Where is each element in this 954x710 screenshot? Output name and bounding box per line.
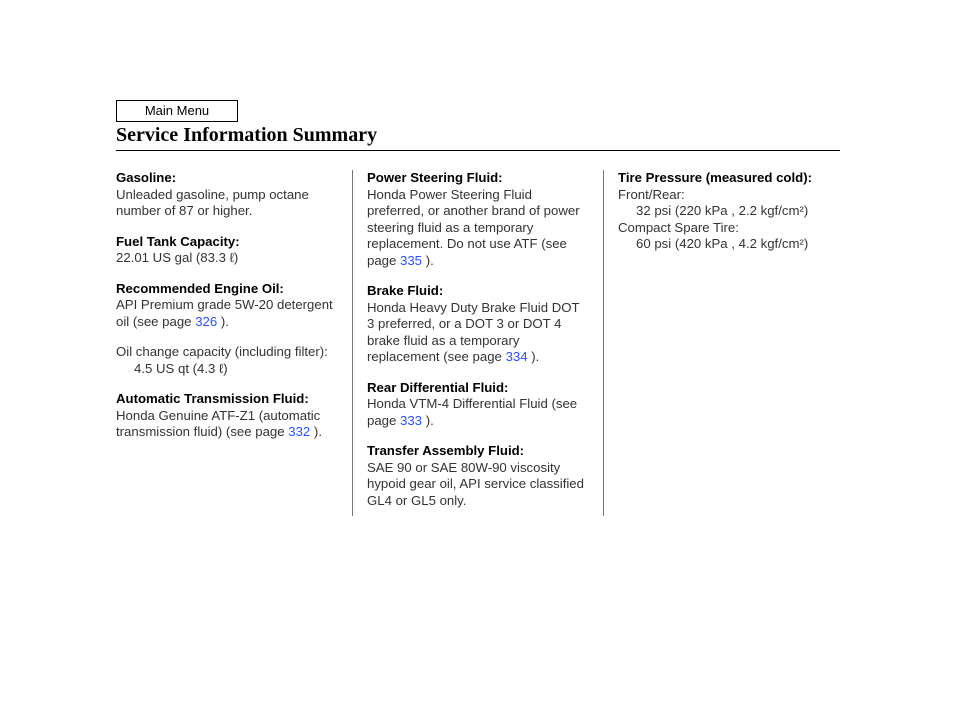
brake-block: Brake Fluid: Honda Heavy Duty Brake Flui… — [367, 283, 589, 366]
page-link-332[interactable]: 332 — [288, 424, 310, 439]
rear-diff-block: Rear Differential Fluid: Honda VTM-4 Dif… — [367, 380, 589, 430]
gasoline-text: Unleaded gasoline, pump octane number of… — [116, 187, 309, 219]
rear-diff-label: Rear Differential Fluid: — [367, 380, 508, 395]
columns-container: Gasoline: Unleaded gasoline, pump octane… — [116, 170, 840, 516]
column-2: Power Steering Fluid: Honda Power Steeri… — [367, 170, 589, 516]
transfer-block: Transfer Assembly Fluid: SAE 90 or SAE 8… — [367, 443, 589, 509]
atf-text-after: ). — [310, 424, 322, 439]
tire-block: Tire Pressure (measured cold): Front/Rea… — [618, 170, 840, 253]
rear-diff-text-after: ). — [422, 413, 434, 428]
page-link-326[interactable]: 326 — [195, 314, 217, 329]
tire-label: Tire Pressure (measured cold): — [618, 170, 812, 185]
psf-label: Power Steering Fluid: — [367, 170, 503, 185]
engine-oil-label: Recommended Engine Oil: — [116, 281, 284, 296]
page-title: Service Information Summary — [116, 124, 377, 147]
column-1: Gasoline: Unleaded gasoline, pump octane… — [116, 170, 338, 516]
column-divider-1 — [352, 170, 353, 516]
oil-change-line: Oil change capacity (including filter): — [116, 344, 328, 359]
psf-text-before: Honda Power Steering Fluid preferred, or… — [367, 187, 580, 268]
brake-text-after: ). — [528, 349, 540, 364]
gasoline-label: Gasoline: — [116, 170, 176, 185]
fuel-tank-text: 22.01 US gal (83.3 ℓ) — [116, 250, 238, 265]
transfer-text: SAE 90 or SAE 80W-90 viscosity hypoid ge… — [367, 460, 584, 508]
page-link-335[interactable]: 335 — [400, 253, 422, 268]
title-divider — [116, 150, 840, 151]
fuel-tank-block: Fuel Tank Capacity: 22.01 US gal (83.3 ℓ… — [116, 234, 338, 267]
page-link-334[interactable]: 334 — [506, 349, 528, 364]
tire-frontrear-value: 32 psi (220 kPa , 2.2 kgf/cm²) — [618, 203, 840, 220]
oil-change-block: Oil change capacity (including filter): … — [116, 344, 338, 377]
brake-text-before: Honda Heavy Duty Brake Fluid DOT 3 prefe… — [367, 300, 579, 365]
fuel-tank-label: Fuel Tank Capacity: — [116, 234, 240, 249]
page: Main Menu Service Information Summary Ga… — [0, 0, 954, 710]
column-3: Tire Pressure (measured cold): Front/Rea… — [618, 170, 840, 516]
psf-block: Power Steering Fluid: Honda Power Steeri… — [367, 170, 589, 269]
transfer-label: Transfer Assembly Fluid: — [367, 443, 524, 458]
brake-label: Brake Fluid: — [367, 283, 443, 298]
atf-block: Automatic Transmission Fluid: Honda Genu… — [116, 391, 338, 441]
engine-oil-block: Recommended Engine Oil: API Premium grad… — [116, 281, 338, 331]
tire-spare-value: 60 psi (420 kPa , 4.2 kgf/cm²) — [618, 236, 840, 253]
tire-frontrear-label: Front/Rear: — [618, 187, 685, 202]
main-menu-button[interactable]: Main Menu — [116, 100, 238, 122]
atf-label: Automatic Transmission Fluid: — [116, 391, 309, 406]
tire-spare-label: Compact Spare Tire: — [618, 220, 739, 235]
rear-diff-text-before: Honda VTM-4 Differential Fluid (see page — [367, 396, 577, 428]
gasoline-block: Gasoline: Unleaded gasoline, pump octane… — [116, 170, 338, 220]
oil-change-value: 4.5 US qt (4.3 ℓ) — [116, 361, 338, 378]
engine-oil-text-after: ). — [217, 314, 229, 329]
page-link-333[interactable]: 333 — [400, 413, 422, 428]
column-divider-2 — [603, 170, 604, 516]
psf-text-after: ). — [422, 253, 434, 268]
